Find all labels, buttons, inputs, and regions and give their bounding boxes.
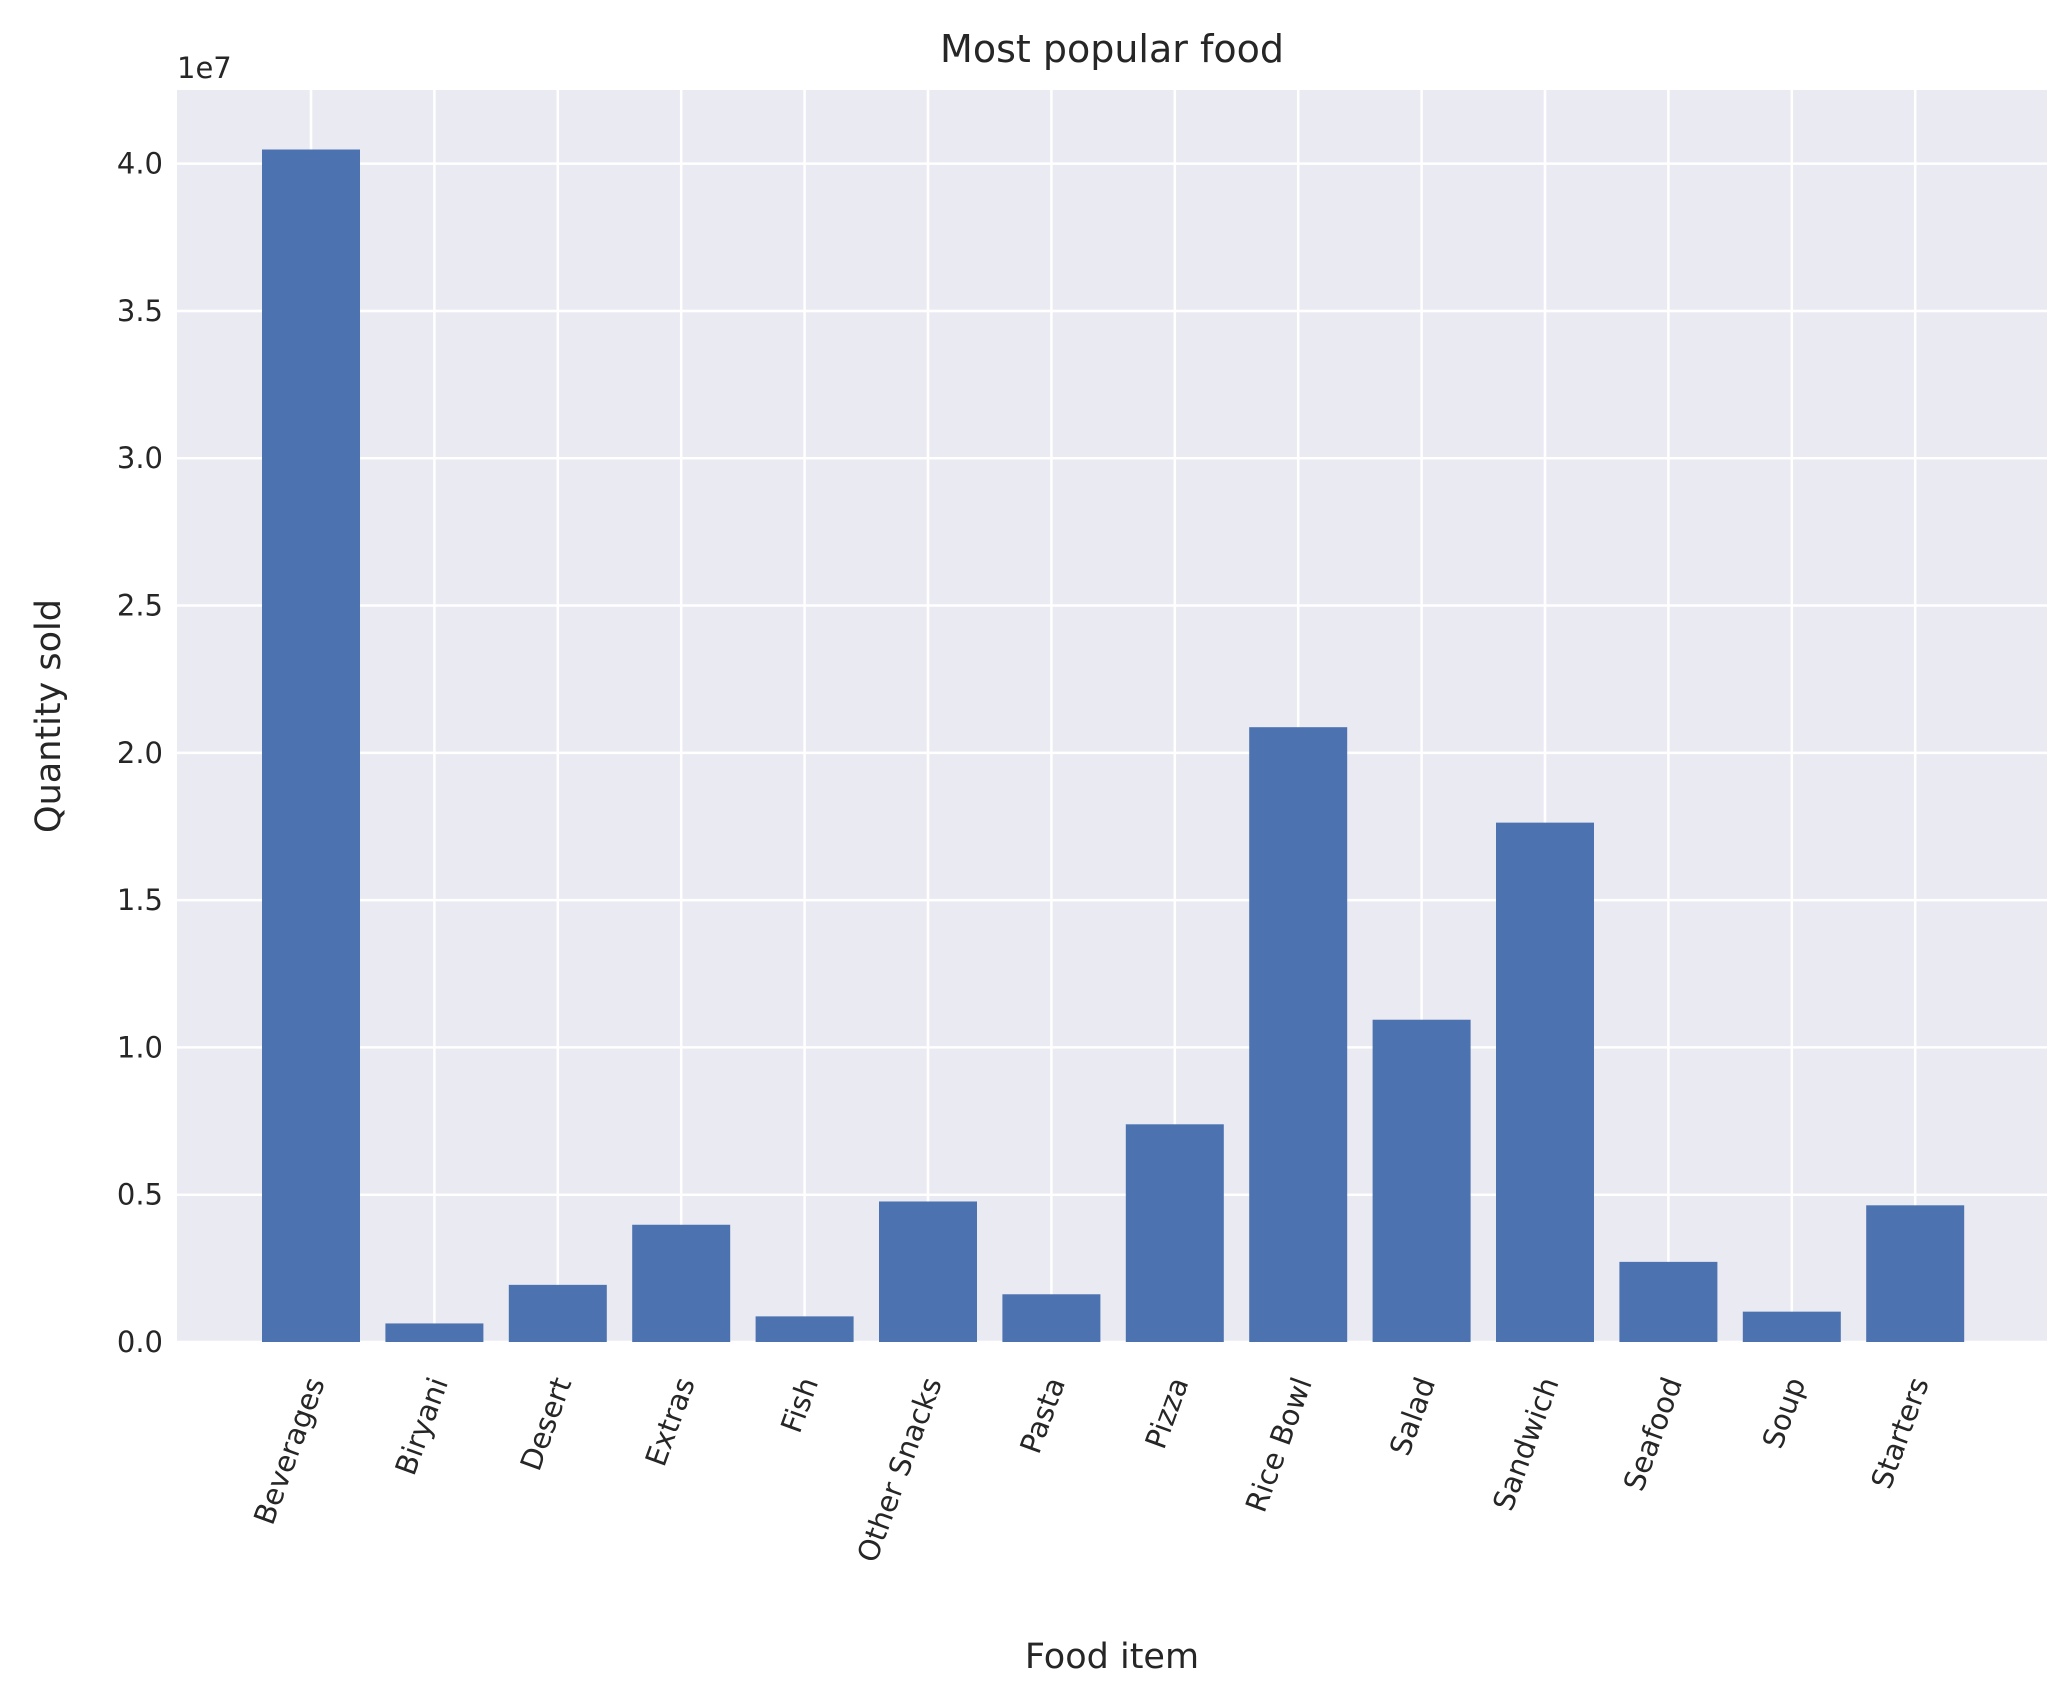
- bar-sandwich: [1496, 822, 1594, 1342]
- x-tick-label: Soup: [1755, 1373, 1812, 1453]
- grid-lines: [177, 90, 2047, 1344]
- x-tick-label: Pizza: [1138, 1373, 1195, 1453]
- x-tick-label: Sandwich: [1486, 1373, 1566, 1515]
- chart-title: Most popular food: [940, 27, 1284, 71]
- bar-soup: [1742, 1311, 1841, 1342]
- y-tick-labels: 0.0 0.5 1.0 1.5 2.0 2.5 3.0 3.5 4.0: [117, 147, 163, 1359]
- x-tick-label: Salad: [1383, 1373, 1442, 1460]
- x-tick-label: Rice Bowl: [1239, 1373, 1319, 1517]
- bar-other-snacks: [879, 1201, 977, 1342]
- y-tick-label: 3.0: [117, 441, 163, 475]
- y-tick-label: 1.0: [117, 1030, 163, 1064]
- bar-rice-bowl: [1249, 727, 1348, 1342]
- bar-pizza: [1125, 1124, 1224, 1342]
- bar-starters: [1866, 1205, 1965, 1342]
- x-tick-labels: Beverages Biryani Desert Extras Fish Other Sn…: [247, 1373, 1936, 1567]
- x-tick-label: Beverages: [247, 1373, 332, 1529]
- x-tick-label: Biryani: [388, 1373, 455, 1480]
- x-tick-label: Other Snacks: [850, 1373, 948, 1567]
- x-tick-label: Pasta: [1013, 1373, 1072, 1458]
- bar-seafood: [1619, 1261, 1718, 1342]
- y-tick-label: 4.0: [117, 147, 163, 181]
- bar-fish: [755, 1316, 854, 1342]
- x-tick-label: Extras: [638, 1373, 701, 1471]
- bar-biryani: [385, 1323, 484, 1342]
- bars: [262, 149, 1965, 1342]
- bar-salad: [1372, 1019, 1471, 1342]
- y-tick-label: 3.5: [117, 294, 163, 328]
- x-tick-label: Desert: [513, 1373, 578, 1475]
- y-tick-label: 2.0: [117, 736, 163, 770]
- y-offset-label: 1e7: [177, 51, 232, 85]
- y-tick-label: 2.5: [117, 589, 163, 623]
- bar-desert: [508, 1284, 607, 1342]
- bar-beverages: [262, 149, 360, 1342]
- x-axis-label: Food item: [1025, 1637, 1199, 1677]
- bar-pasta: [1002, 1294, 1101, 1342]
- y-tick-label: 1.5: [117, 883, 163, 917]
- y-tick-label: 0.0: [117, 1325, 163, 1359]
- bar-extras: [632, 1224, 731, 1342]
- x-tick-label: Fish: [774, 1373, 825, 1437]
- y-axis-label: Quantity sold: [29, 599, 69, 833]
- x-tick-label: Starters: [1864, 1373, 1936, 1493]
- y-tick-label: 0.5: [117, 1178, 163, 1212]
- plot-background: [177, 90, 2047, 1342]
- x-tick-label: Seafood: [1617, 1373, 1689, 1496]
